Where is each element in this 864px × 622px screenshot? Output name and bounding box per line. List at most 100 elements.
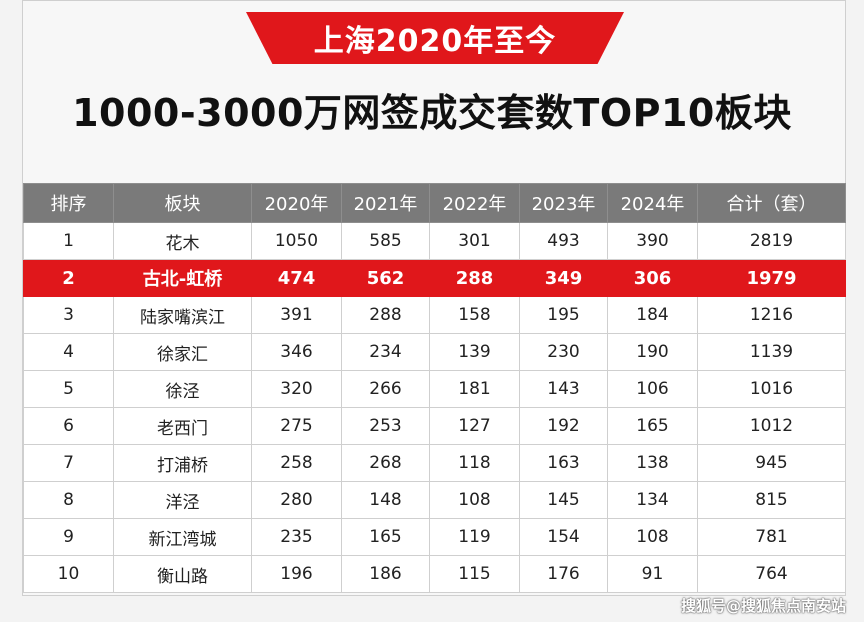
total-cell: 1012	[697, 407, 846, 445]
y2022-cell: 288	[429, 259, 520, 297]
rank-cell: 3	[23, 296, 114, 334]
y2024-cell: 190	[607, 333, 698, 371]
y2020-cell: 280	[251, 481, 342, 519]
y2021-cell: 186	[341, 555, 430, 593]
y2020-cell: 346	[251, 333, 342, 371]
district-cell: 陆家嘴滨江	[113, 296, 252, 334]
y2020-cell: 320	[251, 370, 342, 408]
y2022-cell: 158	[429, 296, 520, 334]
header-2023: 2023年	[519, 183, 608, 223]
y2023-cell: 192	[519, 407, 608, 445]
rank-cell: 9	[23, 518, 114, 556]
rank-cell: 8	[23, 481, 114, 519]
header-rank: 排序	[23, 183, 114, 223]
y2023-cell: 349	[519, 259, 608, 297]
y2023-cell: 163	[519, 444, 608, 482]
table-body: 1 花木 1050 585 301 493 390 2819 2 古北-虹桥 474 562 288 34…	[23, 222, 846, 593]
total-cell: 1979	[697, 259, 846, 297]
y2024-cell: 184	[607, 296, 698, 334]
y2021-cell: 148	[341, 481, 430, 519]
header-2022: 2022年	[429, 183, 520, 223]
y2020-cell: 474	[251, 259, 342, 297]
y2023-cell: 195	[519, 296, 608, 334]
y2023-cell: 493	[519, 222, 608, 260]
district-cell: 打浦桥	[113, 444, 252, 482]
y2024-cell: 138	[607, 444, 698, 482]
total-cell: 1216	[697, 296, 846, 334]
y2024-cell: 134	[607, 481, 698, 519]
rank-cell: 2	[23, 259, 114, 297]
y2020-cell: 1050	[251, 222, 342, 260]
y2020-cell: 275	[251, 407, 342, 445]
total-cell: 1139	[697, 333, 846, 371]
y2023-cell: 145	[519, 481, 608, 519]
table-row: 8 洋泾 280 148 108 145 134 815	[23, 481, 846, 519]
y2022-cell: 127	[429, 407, 520, 445]
y2021-cell: 562	[341, 259, 430, 297]
y2020-cell: 235	[251, 518, 342, 556]
y2020-cell: 391	[251, 296, 342, 334]
watermark: 搜狐号@搜狐焦点南安站	[680, 597, 846, 615]
rank-cell: 1	[23, 222, 114, 260]
table-row: 7 打浦桥 258 268 118 163 138 945	[23, 444, 846, 482]
y2024-cell: 91	[607, 555, 698, 593]
district-cell: 洋泾	[113, 481, 252, 519]
rank-cell: 6	[23, 407, 114, 445]
total-cell: 945	[697, 444, 846, 482]
table-row: 4 徐家汇 346 234 139 230 190 1139	[23, 333, 846, 371]
table-row: 6 老西门 275 253 127 192 165 1012	[23, 407, 846, 445]
header-2024: 2024年	[607, 183, 698, 223]
table-row: 2 古北-虹桥 474 562 288 349 306 1979	[23, 259, 846, 297]
district-cell: 徐泾	[113, 370, 252, 408]
y2024-cell: 306	[607, 259, 698, 297]
header-total: 合计（套）	[697, 183, 846, 223]
table-row: 1 花木 1050 585 301 493 390 2819	[23, 222, 846, 260]
y2024-cell: 390	[607, 222, 698, 260]
header-district: 板块	[113, 183, 252, 223]
table-row: 10 衡山路 196 186 115 176 91 764	[23, 555, 846, 593]
y2023-cell: 143	[519, 370, 608, 408]
district-cell: 新江湾城	[113, 518, 252, 556]
rank-cell: 4	[23, 333, 114, 371]
y2021-cell: 585	[341, 222, 430, 260]
table-row: 3 陆家嘴滨江 391 288 158 195 184 1216	[23, 296, 846, 334]
banner: 上海2020年至今	[246, 12, 624, 64]
y2020-cell: 196	[251, 555, 342, 593]
y2021-cell: 266	[341, 370, 430, 408]
district-cell: 古北-虹桥	[113, 259, 252, 297]
table-row: 9 新江湾城 235 165 119 154 108 781	[23, 518, 846, 556]
rank-cell: 5	[23, 370, 114, 408]
total-cell: 1016	[697, 370, 846, 408]
total-cell: 815	[697, 481, 846, 519]
y2024-cell: 165	[607, 407, 698, 445]
y2024-cell: 106	[607, 370, 698, 408]
y2021-cell: 234	[341, 333, 430, 371]
district-cell: 花木	[113, 222, 252, 260]
y2023-cell: 230	[519, 333, 608, 371]
y2022-cell: 119	[429, 518, 520, 556]
table-header-row: 排序 板块 2020年 2021年 2022年 2023年 2024年 合计（套…	[23, 183, 846, 223]
y2021-cell: 165	[341, 518, 430, 556]
y2021-cell: 268	[341, 444, 430, 482]
y2022-cell: 115	[429, 555, 520, 593]
y2022-cell: 118	[429, 444, 520, 482]
page-title: 1000-3000万网签成交套数TOP10板块	[72, 91, 792, 135]
total-cell: 764	[697, 555, 846, 593]
header-2021: 2021年	[341, 183, 430, 223]
y2021-cell: 288	[341, 296, 430, 334]
y2023-cell: 154	[519, 518, 608, 556]
district-cell: 衡山路	[113, 555, 252, 593]
header-2020: 2020年	[251, 183, 342, 223]
y2020-cell: 258	[251, 444, 342, 482]
y2022-cell: 301	[429, 222, 520, 260]
district-cell: 徐家汇	[113, 333, 252, 371]
total-cell: 2819	[697, 222, 846, 260]
district-cell: 老西门	[113, 407, 252, 445]
y2022-cell: 108	[429, 481, 520, 519]
ranking-table: 排序 板块 2020年 2021年 2022年 2023年 2024年 合计（套…	[23, 183, 846, 593]
table-row: 5 徐泾 320 266 181 143 106 1016	[23, 370, 846, 408]
y2023-cell: 176	[519, 555, 608, 593]
y2022-cell: 181	[429, 370, 520, 408]
y2024-cell: 108	[607, 518, 698, 556]
total-cell: 781	[697, 518, 846, 556]
